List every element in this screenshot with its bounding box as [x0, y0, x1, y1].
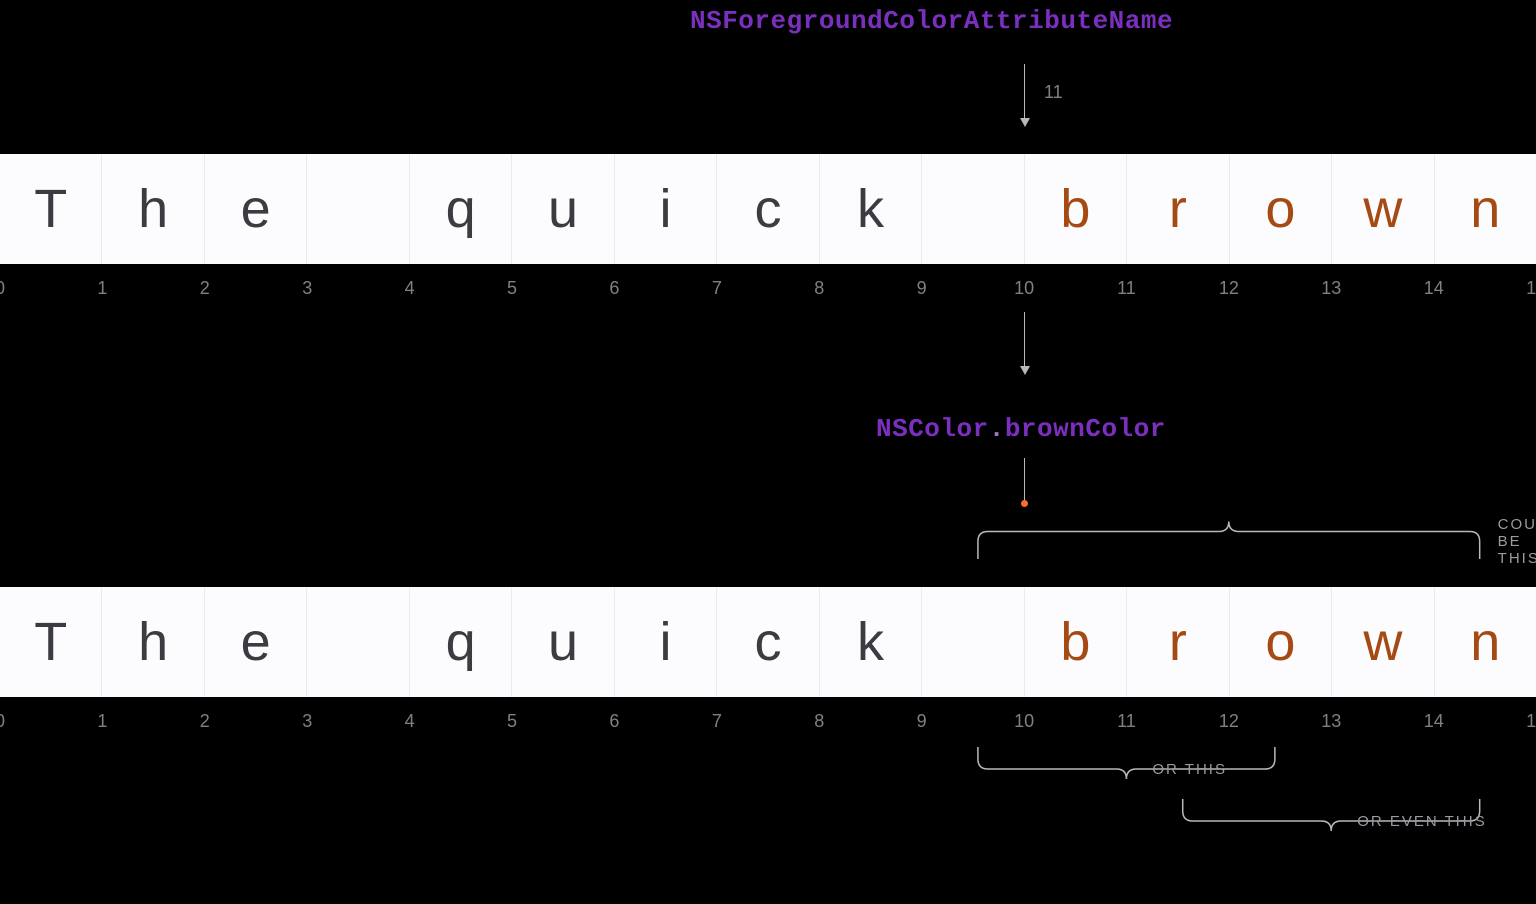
bracket-bottom-b-label: OR EVEN THIS [1357, 813, 1487, 830]
bracket-bottom-b [0, 0, 1536, 904]
